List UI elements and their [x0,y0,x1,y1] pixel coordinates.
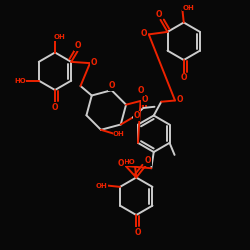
Text: O: O [156,10,162,19]
Text: O: O [176,95,183,104]
Text: O: O [142,96,148,104]
Text: OH: OH [54,34,66,40]
Text: OH: OH [96,182,108,188]
Text: HO: HO [124,159,136,165]
Text: O: O [138,86,144,96]
Text: OH: OH [183,4,194,10]
Text: OH: OH [113,131,125,137]
Text: O: O [133,112,140,120]
Text: O: O [91,58,97,66]
Text: O: O [134,228,141,237]
Text: O: O [180,74,187,82]
Text: O: O [141,29,148,38]
Text: O: O [144,156,151,165]
Text: O: O [75,41,82,50]
Text: HO: HO [14,78,26,84]
Text: O: O [52,102,58,112]
Text: O: O [109,81,115,90]
Text: O: O [118,159,124,168]
